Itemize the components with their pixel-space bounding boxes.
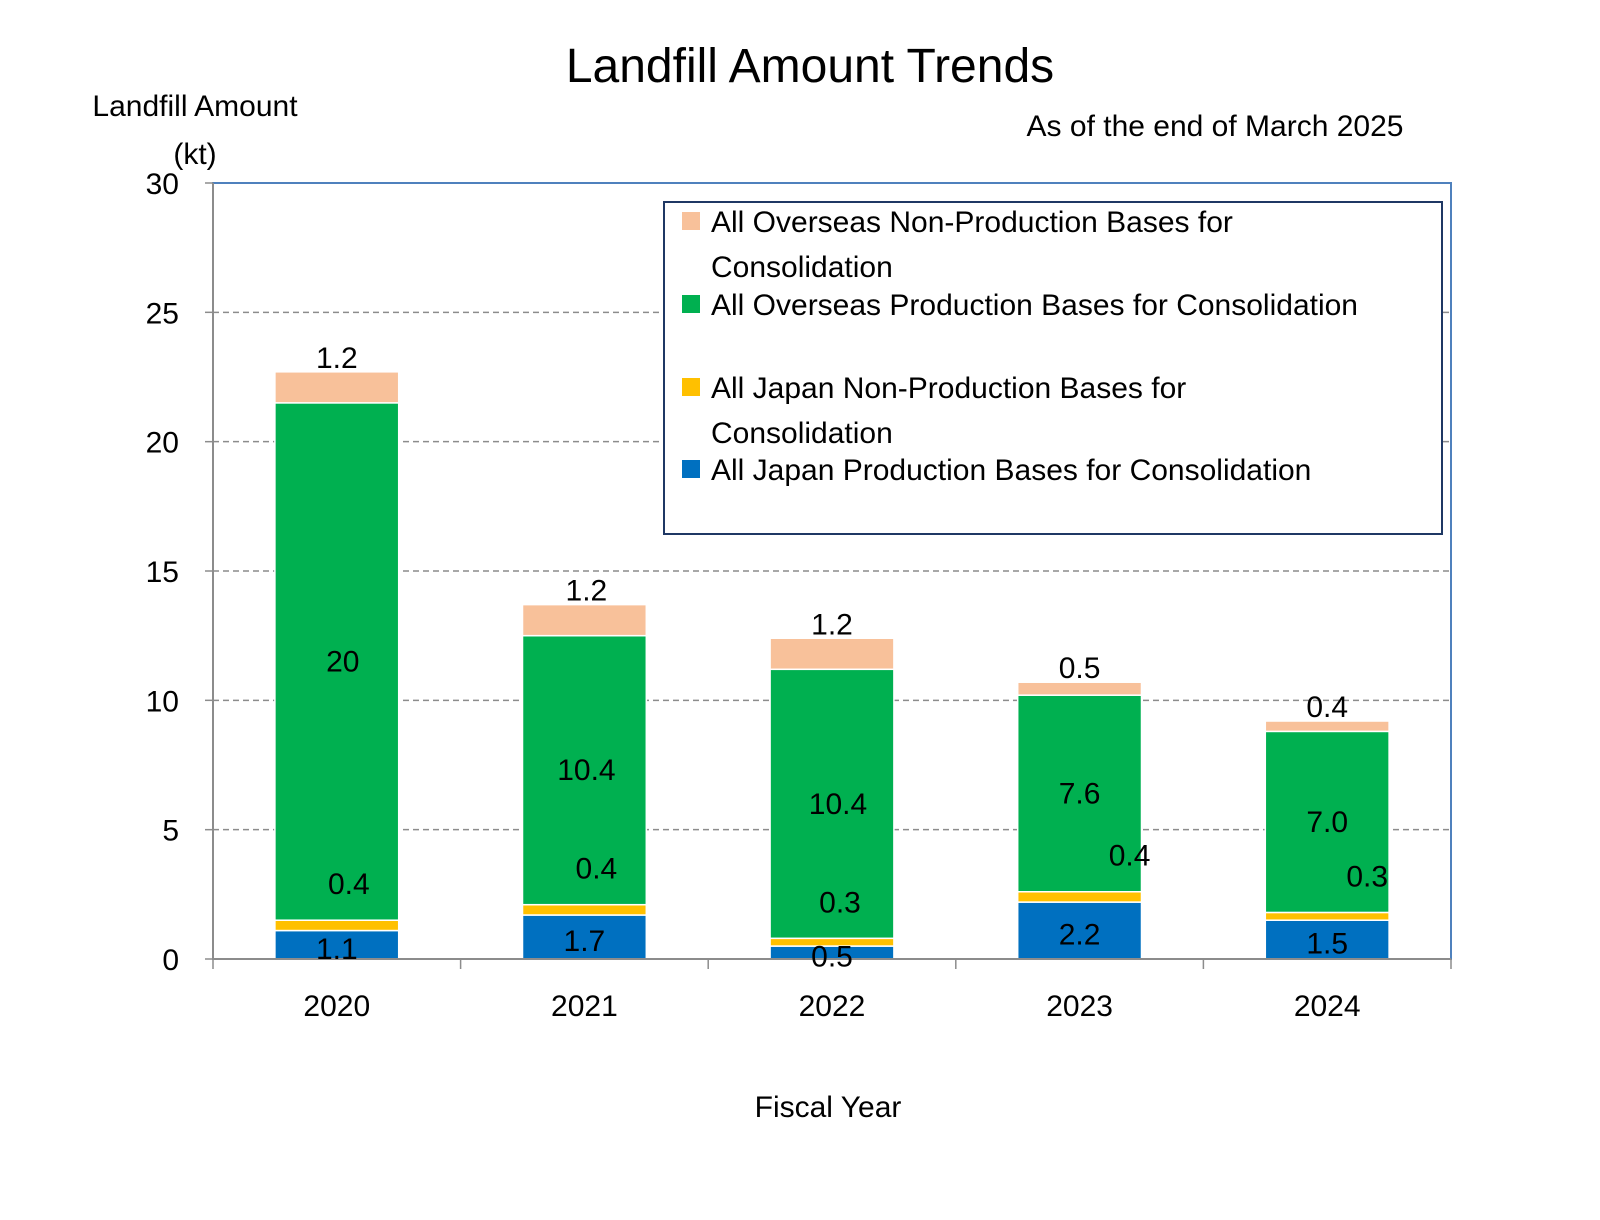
legend-swatch [682,378,700,396]
legend-label: Consolidation [711,417,893,450]
y-axis-label-line1: Landfill Amount [92,90,298,123]
y-tick-label: 20 [146,427,179,460]
y-tick-label: 0 [162,944,179,977]
legend-swatch [682,460,700,478]
legend-label: Consolidation [711,251,893,284]
bar-segment [274,929,400,960]
legend-label: All Overseas Non-Production Bases for [711,206,1233,239]
data-label: 7.0 [1306,806,1348,839]
data-label: 2.2 [1059,919,1101,952]
data-label: 0.4 [1306,691,1348,724]
bar-segment [769,668,895,940]
data-label: 7.6 [1059,777,1101,810]
y-axis-label-line2: (kt) [173,138,216,171]
data-labels-group: 1.1 0.4 20 1.2 1.7 0.4 10.4 1.2 0.5 0.3 10.4 1.2 2.2… [316,342,1388,974]
data-label: 0.4 [1109,840,1151,873]
data-label: 0.3 [819,886,861,919]
legend-label: All Overseas Production Bases for Consol… [711,289,1358,322]
data-label: 1.5 [1306,928,1348,961]
data-label: 0.4 [576,853,618,886]
data-label: 0.5 [811,941,853,974]
data-label: 0.3 [1346,860,1388,893]
x-tick-label: 2024 [1294,990,1361,1023]
bar-segment [1016,681,1143,696]
legend-box [663,201,1443,535]
y-tick-label: 5 [162,815,179,848]
y-tick-label: 15 [146,556,179,589]
axes-group: 0 5 10 15 20 25 30 2020 2021 2022 2023 2024 [146,168,1452,1023]
data-label: 0.5 [1059,652,1101,685]
legend-swatch [682,212,700,230]
as-of-note: As of the end of March 2025 [1027,110,1404,143]
bar-segment [1016,901,1143,960]
chart-title: Landfill Amount Trends [566,40,1054,93]
legend-label: All Japan Production Bases for Consolida… [711,454,1311,487]
data-label: 1.2 [316,342,358,375]
x-tick-label: 2022 [799,990,866,1023]
legend-swatch [682,295,700,313]
bar-segment [274,371,400,404]
bar-segment [274,402,400,921]
bar-segment [521,634,648,906]
data-label: 10.4 [557,754,615,787]
x-tick-label: 2023 [1046,990,1113,1023]
bar-segment [1264,919,1390,960]
bar-segment [1016,694,1143,893]
y-tick-label: 25 [146,297,179,330]
x-tick-label: 2021 [551,990,618,1023]
y-tick-label: 30 [146,168,179,201]
x-tick-label: 2020 [303,990,370,1023]
data-label: 1.7 [564,925,606,958]
data-label: 20 [326,646,359,679]
legend-label: All Japan Non-Production Bases for [711,372,1186,405]
bar-segment [1264,730,1390,914]
bar-segment [521,903,648,916]
bar-segment [1264,720,1390,733]
bar-segment [1016,890,1143,903]
legend: All Overseas Non-Production Bases for Con… [663,201,1443,535]
data-label: 1.1 [316,933,358,966]
bars-group [274,371,1390,960]
data-label: 0.4 [328,868,370,901]
bar-segment [274,919,400,932]
x-axis-label: Fiscal Year [755,1091,902,1124]
bar-segment [521,603,648,637]
bar-segment [1264,911,1390,921]
y-tick-label: 10 [146,685,179,718]
data-label: 1.2 [811,608,853,641]
data-label: 1.2 [566,575,608,608]
data-label: 10.4 [809,788,867,821]
bar-segment [769,637,895,671]
